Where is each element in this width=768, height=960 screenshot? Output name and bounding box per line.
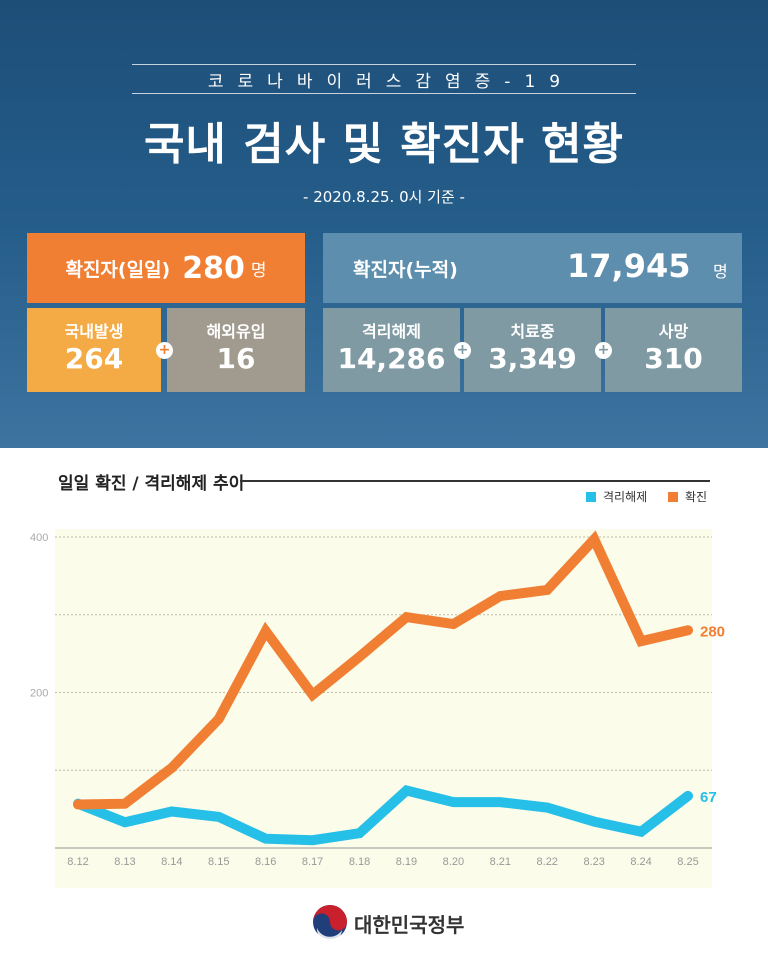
data-point-confirmed	[405, 616, 408, 619]
x-tick-label: 8.14	[161, 856, 182, 868]
y-tick-label: 200	[30, 688, 48, 700]
data-point-confirmed	[358, 655, 361, 658]
data-point-released	[452, 801, 455, 804]
data-point-confirmed	[123, 802, 126, 805]
data-point-released	[358, 832, 361, 835]
data-point-confirmed	[593, 538, 596, 541]
page-title: 국내 검사 및 확진자 현황	[143, 119, 625, 170]
cumulative-confirmed-label: 확진자(누적)	[353, 259, 458, 281]
legend-label-released: 격리해제	[603, 490, 648, 504]
in-treatment-value: 3,349	[488, 342, 577, 375]
x-tick-label: 8.20	[443, 856, 464, 868]
legend-item-released: 격리해제	[586, 488, 647, 505]
daily-confirmed-label: 확진자(일일)	[65, 258, 171, 281]
deaths-label: 사망	[658, 322, 689, 341]
plus-icon: +	[595, 342, 612, 359]
cumulative-confirmed-value: 17,945	[567, 247, 691, 285]
data-point-released	[687, 794, 689, 797]
imported-cases-label: 해외유입	[206, 322, 266, 341]
x-tick-label: 8.25	[677, 856, 698, 868]
header-banner: 코로나바이러스감염증-19 국내 검사 및 확진자 현황 - 2020.8.25…	[0, 0, 768, 448]
released-label: 격리해제	[362, 322, 421, 341]
data-point-confirmed	[264, 630, 267, 633]
data-point-released	[264, 837, 267, 840]
chart-title-rule	[240, 480, 710, 482]
x-tick-label: 8.13	[114, 856, 135, 868]
data-point-released	[640, 830, 643, 833]
in-treatment-label: 치료중	[510, 322, 555, 341]
imported-cases-value: 16	[216, 342, 256, 375]
data-point-confirmed	[452, 623, 455, 626]
in-treatment-box: 치료중 3,349	[464, 308, 601, 392]
data-point-released	[217, 815, 220, 818]
data-point-released	[499, 801, 502, 804]
end-value-label-released: 67	[700, 789, 717, 806]
data-point-confirmed	[311, 693, 314, 696]
data-point-released	[311, 839, 314, 842]
legend-swatch-confirmed	[668, 491, 678, 502]
domestic-cases-label: 국내발생	[64, 322, 124, 341]
daily-confirmed-box: 확진자(일일) 280 명	[27, 233, 305, 303]
footer-org-name: 대한민국정부	[354, 913, 465, 937]
subtitle: 코로나바이러스감염증-19	[207, 71, 575, 92]
data-point-confirmed	[687, 629, 689, 632]
data-point-confirmed	[170, 766, 173, 769]
domestic-cases-box: 국내발생 264	[27, 308, 161, 392]
cumulative-confirmed-unit: 명	[713, 262, 728, 281]
data-point-confirmed	[640, 640, 643, 643]
cumulative-confirmed-box: 확진자(누적) 17,945 명	[323, 233, 742, 303]
data-point-confirmed	[217, 717, 220, 720]
x-tick-label: 8.23	[583, 856, 604, 868]
data-point-confirmed	[546, 588, 549, 591]
y-tick-label: 400	[30, 532, 48, 544]
legend-swatch-released	[586, 491, 596, 502]
data-point-released	[170, 810, 173, 813]
chart-title: 일일 확진 / 격리해제 추이	[58, 474, 245, 494]
legend-label-confirmed: 확진	[685, 490, 708, 504]
data-point-confirmed	[499, 595, 502, 598]
deaths-value: 310	[644, 342, 703, 375]
x-tick-label: 8.18	[349, 856, 370, 868]
x-tick-label: 8.16	[255, 856, 276, 868]
end-value-label-confirmed: 280	[700, 623, 725, 640]
x-tick-label: 8.17	[302, 856, 323, 868]
data-point-released	[123, 821, 126, 824]
line-chart: 200 400 8.12 8.13 8.14 8.15 8.16 8.17 8.18 8.19 8.…	[30, 529, 725, 888]
imported-cases-box: 해외유입 16	[167, 308, 305, 392]
data-point-confirmed	[77, 803, 79, 806]
daily-confirmed-unit: 명	[250, 260, 267, 281]
series-line-released	[73, 785, 693, 846]
legend-item-confirmed: 확진	[668, 488, 707, 505]
x-tick-label: 8.24	[630, 856, 651, 868]
x-tick-label: 8.15	[208, 856, 229, 868]
x-tick-label: 8.21	[490, 856, 511, 868]
reference-date: - 2020.8.25. 0시 기준 -	[303, 188, 465, 206]
domestic-cases-value: 264	[64, 342, 124, 375]
plus-icon: +	[156, 342, 173, 359]
x-tick-label: 8.22	[537, 856, 558, 868]
x-tick-label: 8.19	[396, 856, 417, 868]
government-emblem-icon	[313, 905, 347, 940]
released-box: 격리해제 14,286	[323, 308, 460, 392]
data-point-released	[405, 789, 408, 792]
x-tick-label: 8.12	[67, 856, 88, 868]
series-line-confirmed	[73, 530, 693, 810]
subtitle-frame: 코로나바이러스감염증-19	[132, 64, 636, 94]
plus-icon: +	[454, 342, 471, 359]
daily-confirmed-value: 280	[182, 250, 245, 286]
released-value: 14,286	[337, 342, 446, 375]
data-point-released	[593, 820, 596, 823]
data-point-released	[546, 806, 549, 809]
deaths-box: 사망 310	[605, 308, 742, 392]
